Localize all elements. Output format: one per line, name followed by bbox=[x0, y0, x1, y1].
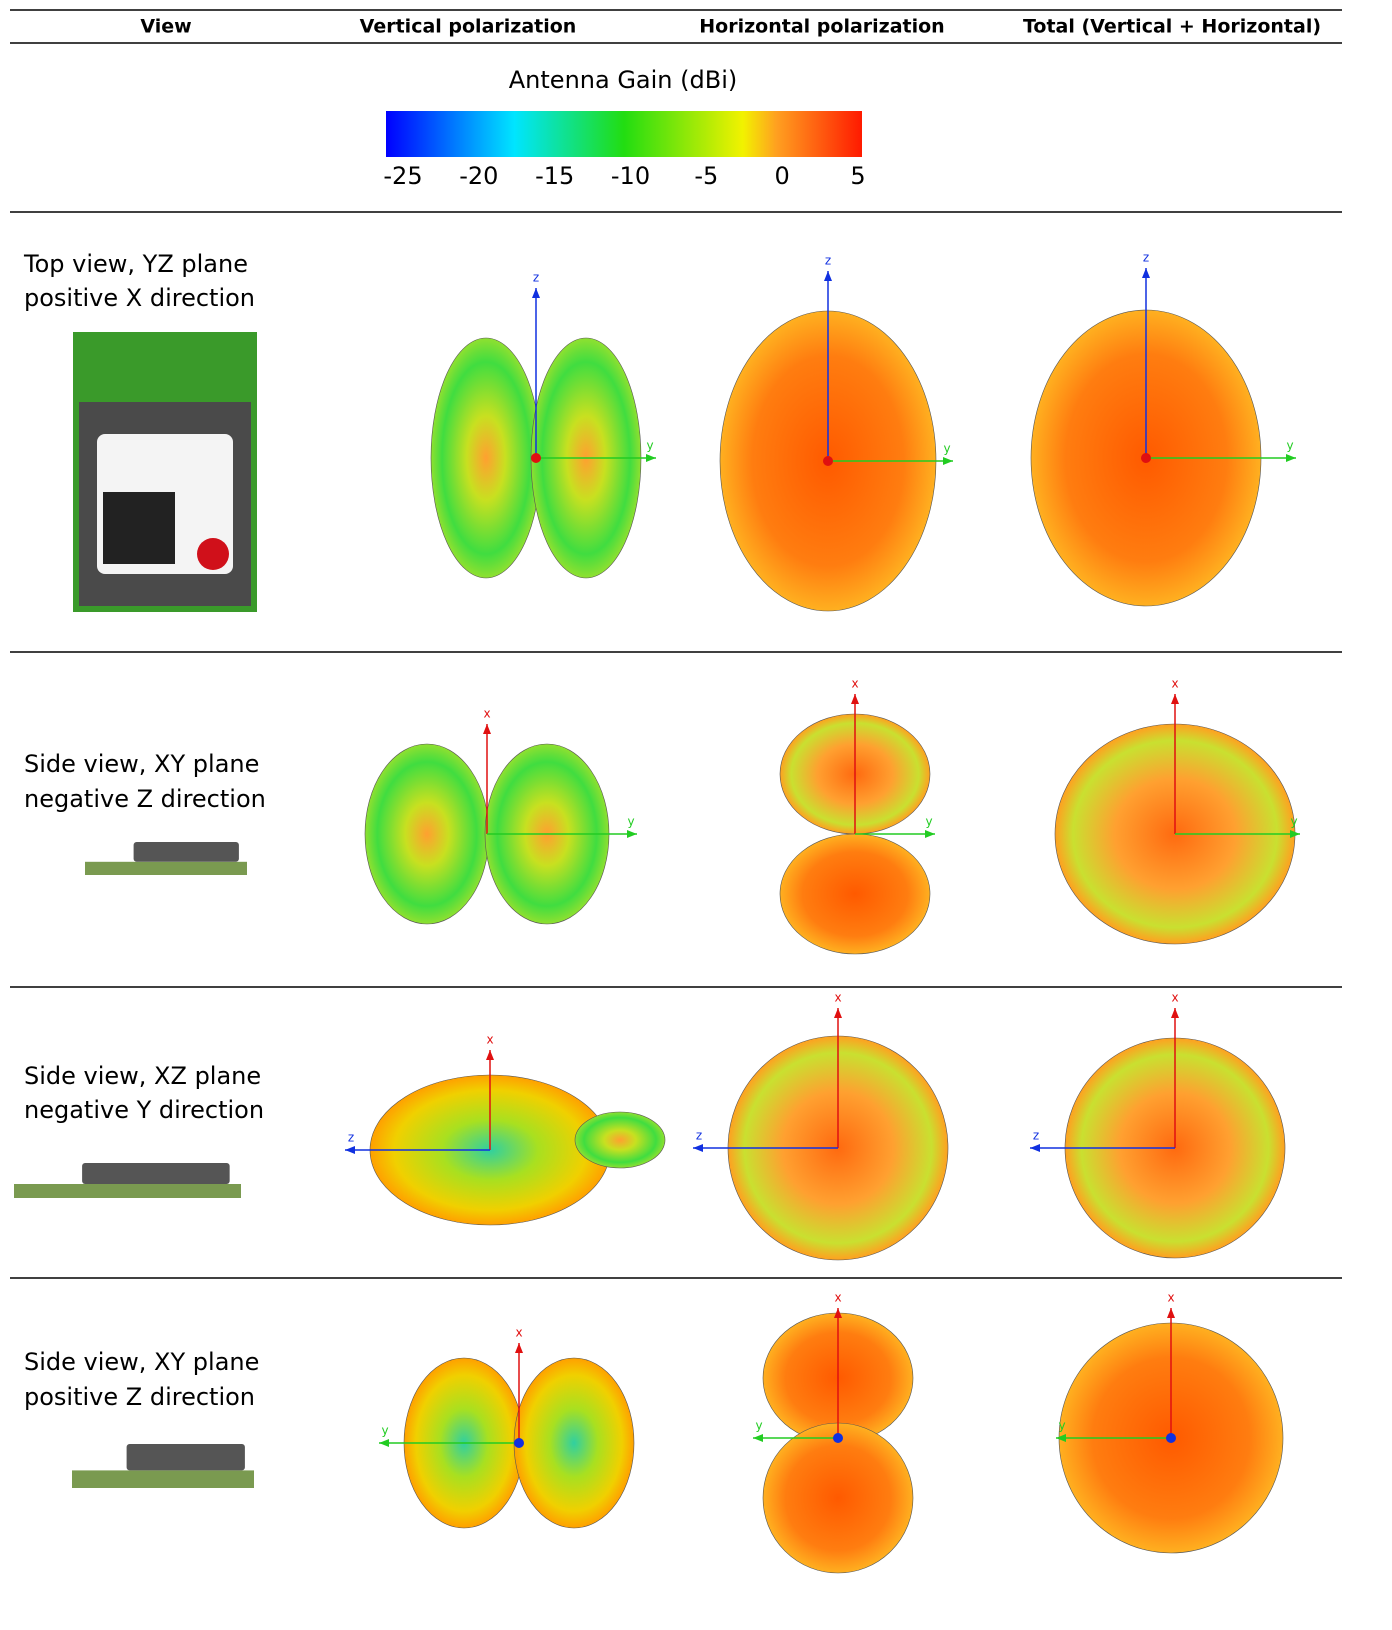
axis-arrow bbox=[1286, 454, 1296, 462]
axis-arrow bbox=[851, 694, 859, 704]
colorbar-tick-label: -20 bbox=[459, 162, 498, 190]
gain-pattern bbox=[513, 1357, 635, 1529]
axis-arrow bbox=[646, 454, 656, 462]
axis-label: y bbox=[755, 1419, 762, 1433]
axis-label: y bbox=[646, 439, 653, 453]
axis-label: x bbox=[483, 707, 490, 721]
colorbar-tick-label: -5 bbox=[694, 162, 718, 190]
module-image bbox=[14, 1184, 241, 1198]
gain-pattern bbox=[574, 1111, 666, 1169]
axis-arrow bbox=[693, 1144, 703, 1152]
axis-arrow bbox=[1290, 830, 1300, 838]
axis-label: x bbox=[1171, 991, 1178, 1005]
axis-label: y bbox=[381, 1424, 388, 1438]
axis-arrow bbox=[1030, 1144, 1040, 1152]
axis-label: y bbox=[1290, 815, 1297, 829]
colorbar-tick-label: -10 bbox=[611, 162, 650, 190]
axis-label: z bbox=[825, 254, 831, 268]
axis-label: x bbox=[515, 1326, 522, 1340]
axis-label: z bbox=[348, 1131, 354, 1145]
axis-arrow bbox=[834, 1308, 842, 1318]
colorbar-tick-label: 0 bbox=[775, 162, 790, 190]
view-label: positive X direction bbox=[24, 284, 255, 312]
axis-arrow bbox=[486, 1050, 494, 1060]
column-header: View bbox=[140, 16, 191, 38]
axis-arrow bbox=[824, 271, 832, 281]
axis-label: x bbox=[851, 677, 858, 691]
axis-arrow bbox=[834, 1008, 842, 1018]
module-image bbox=[103, 492, 175, 564]
axis-arrow bbox=[1142, 268, 1150, 278]
colorbar-tick-label: -15 bbox=[535, 162, 574, 190]
axis-label: y bbox=[1286, 439, 1293, 453]
view-label: Side view, XY plane bbox=[24, 750, 259, 778]
axis-arrow bbox=[753, 1434, 763, 1442]
axis-arrow bbox=[1171, 694, 1179, 704]
axis-arrow bbox=[515, 1343, 523, 1353]
axis-arrow bbox=[1167, 1308, 1175, 1318]
view-label: negative Z direction bbox=[24, 785, 266, 813]
axis-arrow bbox=[627, 830, 637, 838]
column-header: Horizontal polarization bbox=[699, 16, 944, 38]
module-image bbox=[82, 1163, 230, 1184]
axis-arrow bbox=[345, 1146, 355, 1154]
axis-label: x bbox=[1171, 677, 1178, 691]
view-label: Top view, YZ plane bbox=[23, 250, 248, 278]
axis-label: x bbox=[486, 1033, 493, 1047]
axis-arrow bbox=[379, 1439, 389, 1447]
module-image bbox=[85, 861, 247, 875]
module-image bbox=[133, 842, 239, 862]
view-label: Side view, XY plane bbox=[24, 1348, 259, 1376]
view-label: Side view, XZ plane bbox=[24, 1062, 261, 1090]
axis-arrow bbox=[1056, 1434, 1066, 1442]
gain-pattern bbox=[779, 833, 931, 955]
axis-arrow bbox=[925, 830, 935, 838]
colorbar-tick-label: 5 bbox=[850, 162, 865, 190]
origin-dot bbox=[823, 456, 833, 466]
gain-pattern bbox=[762, 1422, 914, 1574]
gain-pattern bbox=[430, 337, 542, 579]
axis-label: z bbox=[533, 271, 539, 285]
colorbar-tick-label: -25 bbox=[383, 162, 422, 190]
module-image bbox=[197, 538, 229, 570]
origin-dot bbox=[833, 1433, 843, 1443]
column-header: Vertical polarization bbox=[360, 16, 577, 38]
module-image bbox=[72, 1470, 254, 1488]
axis-label: y bbox=[627, 815, 634, 829]
axis-label: z bbox=[1033, 1129, 1039, 1143]
axis-arrow bbox=[943, 457, 953, 465]
view-label: positive Z direction bbox=[24, 1383, 255, 1411]
origin-dot bbox=[514, 1438, 524, 1448]
origin-dot bbox=[531, 453, 541, 463]
origin-dot bbox=[1166, 1433, 1176, 1443]
column-header: Total (Vertical + Horizontal) bbox=[1023, 16, 1321, 38]
gain-pattern bbox=[364, 743, 490, 925]
legend-title: Antenna Gain (dBi) bbox=[509, 66, 737, 94]
axis-label: x bbox=[834, 991, 841, 1005]
axis-label: y bbox=[925, 815, 932, 829]
axis-label: x bbox=[834, 1291, 841, 1305]
axis-label: z bbox=[1143, 251, 1149, 265]
axis-arrow bbox=[532, 288, 540, 298]
axis-label: y bbox=[1058, 1419, 1065, 1433]
module-image bbox=[126, 1444, 245, 1471]
axis-arrow bbox=[483, 724, 491, 734]
axis-label: x bbox=[1167, 1291, 1174, 1305]
view-label: negative Y direction bbox=[24, 1096, 264, 1124]
axis-label: z bbox=[696, 1129, 702, 1143]
axis-label: y bbox=[943, 442, 950, 456]
axis-arrow bbox=[1171, 1008, 1179, 1018]
origin-dot bbox=[1141, 453, 1151, 463]
colorbar bbox=[386, 111, 862, 157]
